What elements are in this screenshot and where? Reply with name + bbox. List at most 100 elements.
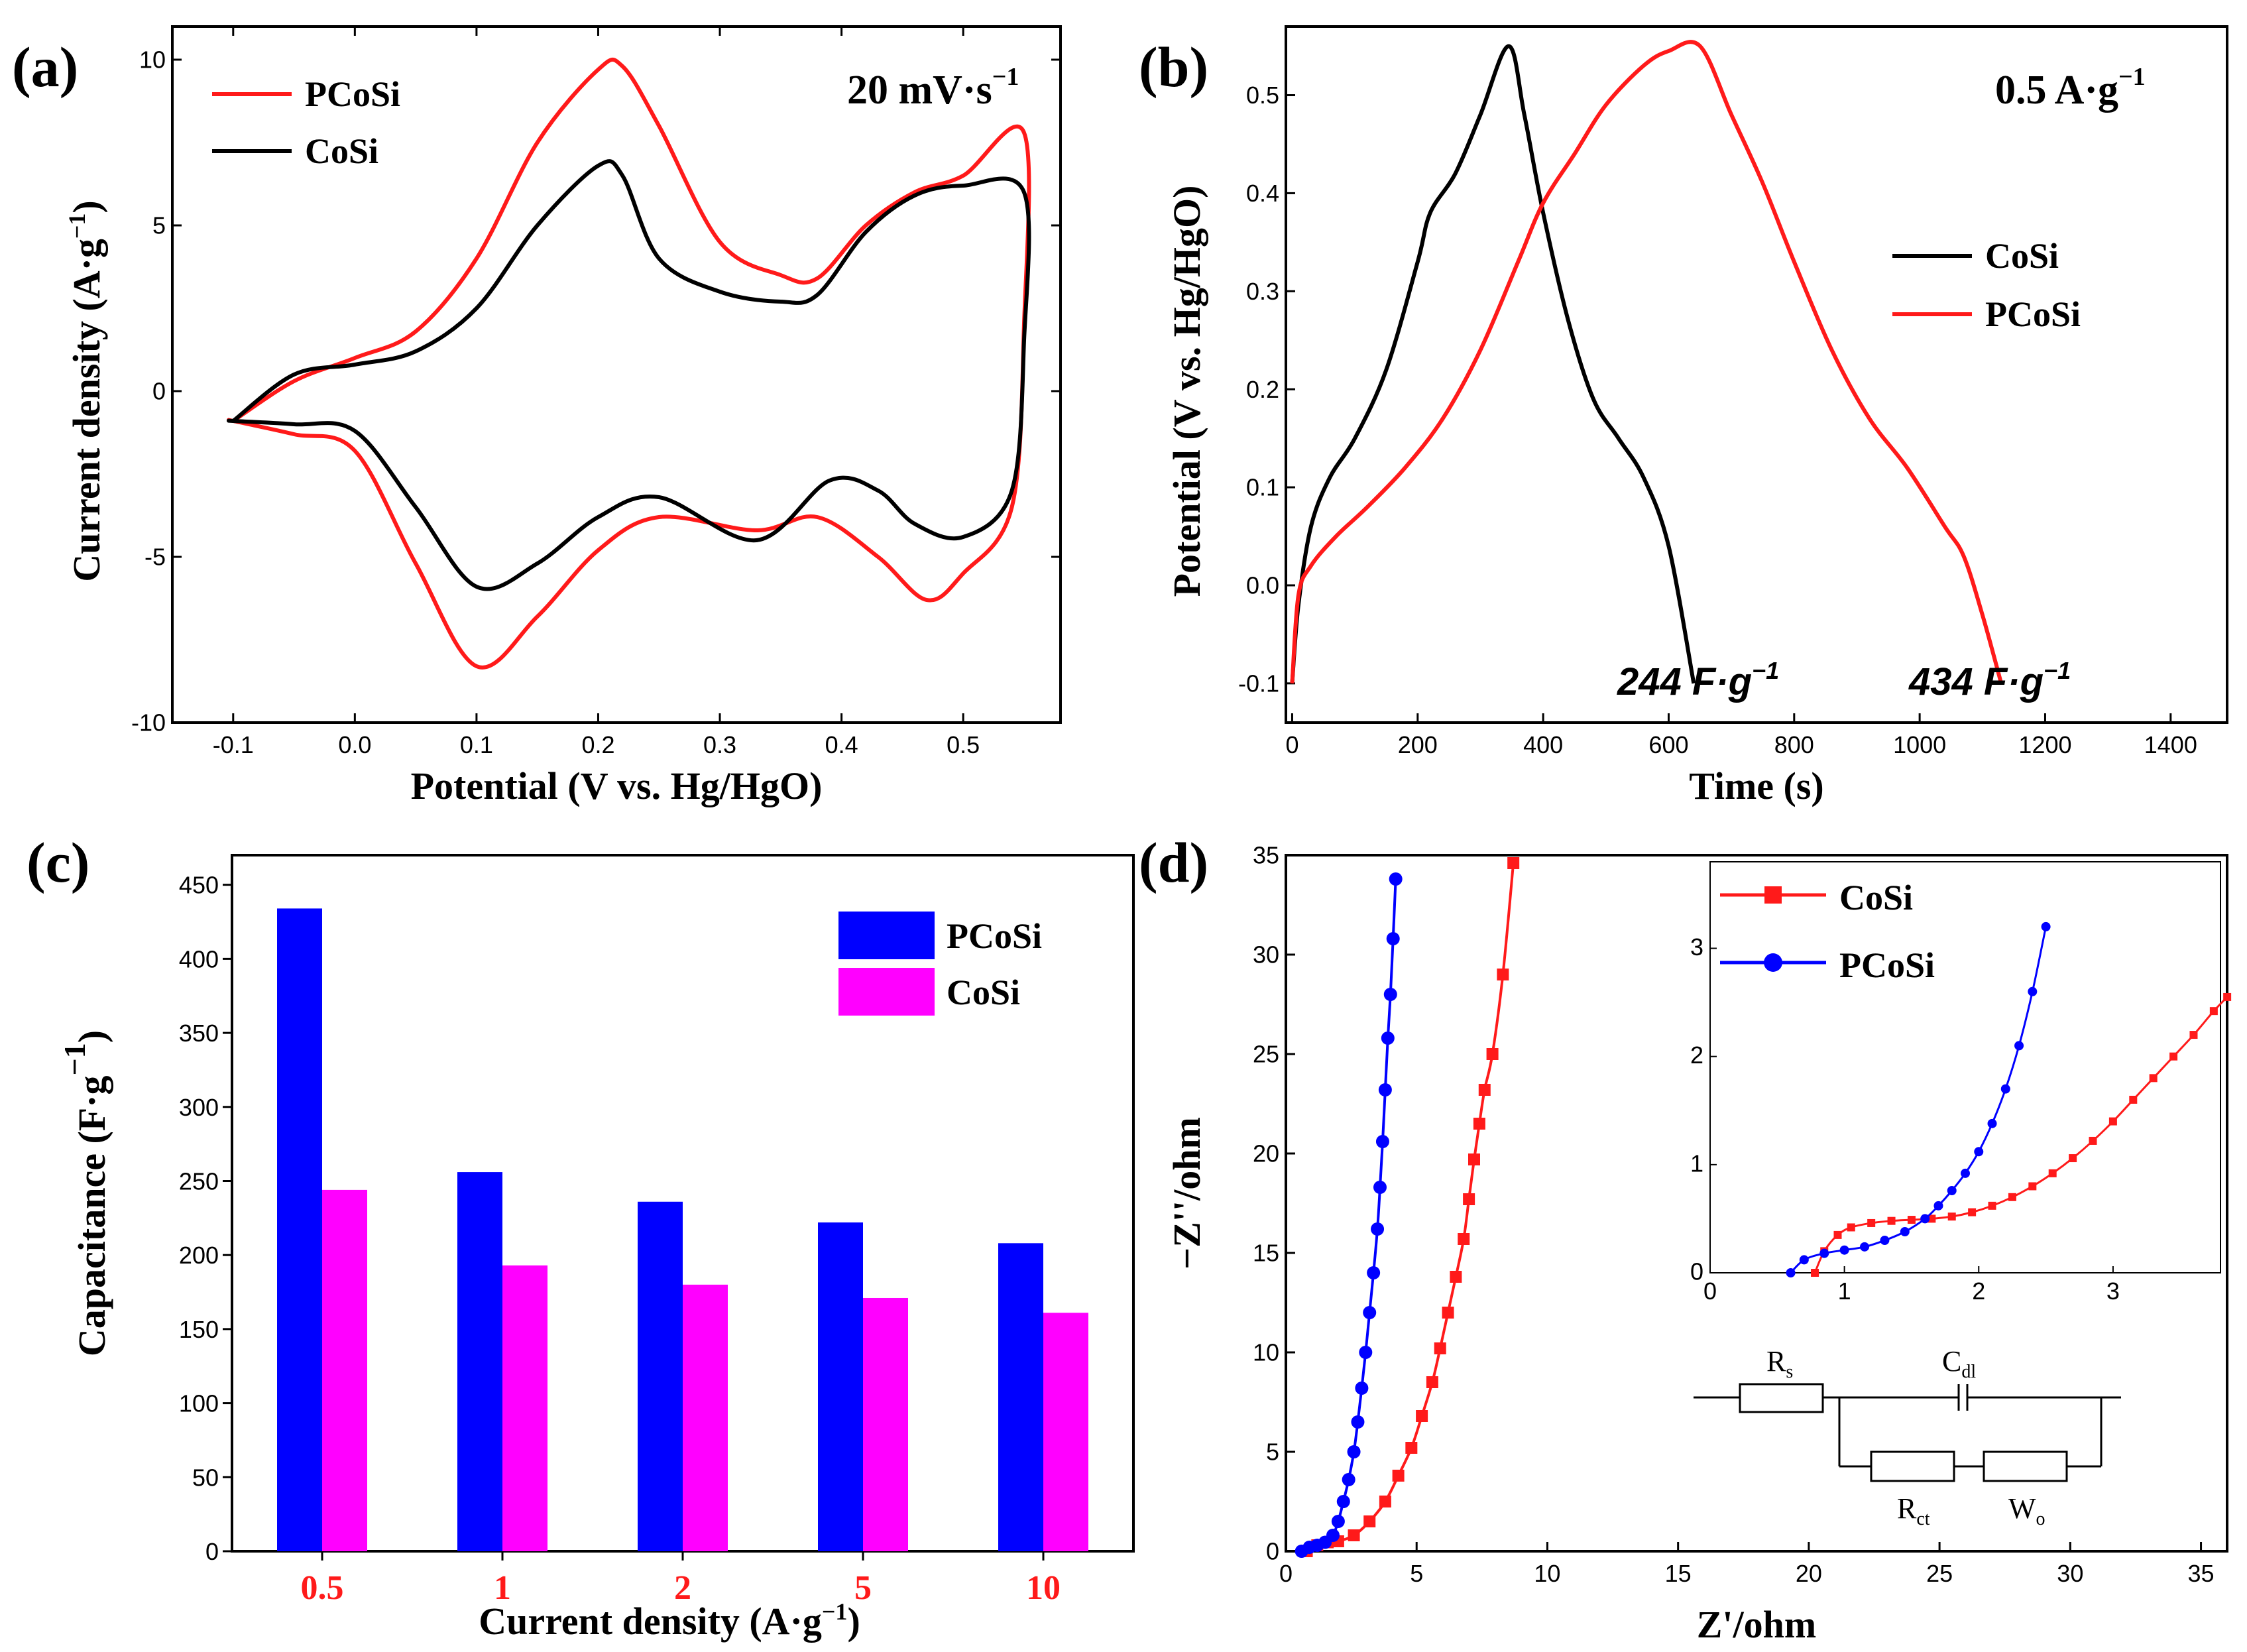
circuit-cdl-label: Cdl xyxy=(1942,1345,1976,1382)
circuit-rct-resistor xyxy=(1870,1450,1955,1482)
gcd-curve-cosi xyxy=(1290,44,1696,684)
inset-series xyxy=(1786,921,2232,1277)
inset-point-cosi xyxy=(2089,1136,2097,1145)
nyquist-point-pcosi xyxy=(1363,1306,1377,1319)
a-xtick-label: 0.2 xyxy=(581,731,614,758)
inset-point-cosi xyxy=(2008,1193,2016,1201)
c-xtick-label: 1 xyxy=(494,1569,511,1607)
nyquist-point-pcosi xyxy=(1373,1181,1387,1194)
legend-d-pcosi-label: PCoSi xyxy=(1839,945,1935,985)
a-xtick-label: -0.1 xyxy=(213,731,254,758)
inset-point-cosi xyxy=(2069,1154,2077,1163)
inset-xtick-label: 0 xyxy=(1703,1277,1717,1305)
inset-ytick-label: 3 xyxy=(1690,933,1703,961)
c-xtick-label: 10 xyxy=(1026,1569,1061,1607)
panel-a-series xyxy=(227,58,1031,670)
b-ytick-label: 0.2 xyxy=(1246,376,1279,403)
inset-point-cosi xyxy=(1928,1214,1936,1223)
nyquist-point-cosi xyxy=(1416,1410,1428,1422)
b-ytick-label: 0.1 xyxy=(1246,474,1279,501)
panel-a: (a) -0.1 0.0 0.1 0.2 0.3 0.4 0.5 -10 -5 0 5 10 Pote… xyxy=(12,25,1062,807)
bar-cosi-10 xyxy=(1043,1313,1088,1551)
panel-d-inset: 0 1 2 3 0 1 2 3 CoSi PCoSi xyxy=(1690,861,2232,1305)
c-ytick-label: 250 xyxy=(179,1167,219,1195)
inset-legend: CoSi PCoSi xyxy=(1720,878,1935,985)
panel-c-legend: PCoSi CoSi xyxy=(838,912,1042,1016)
inset-point-cosi xyxy=(2108,1117,2117,1126)
panel-a-xlabel: Potential (V vs. Hg/HgO) xyxy=(411,764,823,807)
legend-d-pcosi-marker xyxy=(1764,953,1782,972)
nyquist-point-pcosi xyxy=(1326,1529,1340,1542)
inset-point-pcosi xyxy=(1961,1168,1970,1178)
nyquist-point-pcosi xyxy=(1351,1415,1365,1429)
bar-cosi-0.5 xyxy=(322,1189,367,1551)
nyquist-point-pcosi xyxy=(1386,932,1400,945)
c-ytick-label: 300 xyxy=(179,1094,219,1121)
inset-point-pcosi xyxy=(2014,1041,2024,1051)
inset-point-cosi xyxy=(2189,1031,2198,1039)
nyquist-point-cosi xyxy=(1379,1496,1391,1507)
nyquist-point-pcosi xyxy=(1367,1266,1381,1279)
c-xtick-label: 2 xyxy=(674,1569,691,1607)
circuit-rs-sub: s xyxy=(1786,1362,1793,1382)
nyquist-point-pcosi xyxy=(1371,1222,1385,1236)
nyquist-point-pcosi xyxy=(1342,1473,1355,1486)
bar-pcosi-5 xyxy=(818,1222,863,1551)
panel-a-frame xyxy=(171,25,1062,724)
inset-xtick-label: 3 xyxy=(2106,1277,2120,1305)
legend-d-cosi-label: CoSi xyxy=(1839,878,1913,917)
bar-pcosi-0.5 xyxy=(277,908,322,1551)
d-xtick-label: 30 xyxy=(2057,1560,2083,1587)
nyquist-point-cosi xyxy=(1463,1193,1475,1205)
d-xtick-label: 10 xyxy=(1534,1560,1560,1587)
inset-point-cosi xyxy=(1968,1208,1977,1216)
legend-a-pcosi-label: PCoSi xyxy=(305,74,400,114)
panel-d-ylabel: −Z''/ohm xyxy=(1165,1117,1208,1269)
b-xtick-label: 800 xyxy=(1774,731,1814,758)
circuit-cdl-text: C xyxy=(1942,1345,1961,1378)
d-ytick-label: 35 xyxy=(1253,842,1279,869)
nyquist-point-pcosi xyxy=(1383,988,1397,1001)
d-ytick-label: 15 xyxy=(1253,1240,1279,1267)
a-ytick-label: 5 xyxy=(152,212,166,239)
circuit-wo-element xyxy=(1983,1450,2068,1482)
a-ytick-label: 0 xyxy=(152,378,166,405)
inset-xtick-label: 1 xyxy=(1838,1277,1851,1305)
nyquist-point-pcosi xyxy=(1389,872,1403,886)
inset-point-cosi xyxy=(2149,1074,2158,1083)
panel-c-ticks: 0 50 100 150 200 250 300 350 400 450 0.5 1 2 5 10 xyxy=(179,872,1061,1607)
a-ytick-label: 10 xyxy=(139,46,166,74)
nyquist-point-pcosi xyxy=(1355,1382,1369,1395)
nyquist-point-cosi xyxy=(1497,969,1509,980)
panel-b-frame xyxy=(1285,25,2228,724)
nyquist-point-pcosi xyxy=(1347,1445,1361,1458)
equivalent-circuit xyxy=(1694,1383,2121,1482)
cap-label-cosi: 244 F·g−1 xyxy=(1617,657,1779,703)
c-ytick-label: 400 xyxy=(179,945,219,973)
nyquist-point-cosi xyxy=(1434,1342,1446,1354)
b-xtick-label: 600 xyxy=(1648,731,1688,758)
d-ytick-label: 0 xyxy=(1266,1538,1279,1565)
panel-a-annotation: 20 mV·s−1 xyxy=(847,63,1019,113)
inset-point-pcosi xyxy=(1974,1147,1984,1157)
inset-point-pcosi xyxy=(1933,1201,1943,1210)
inset-point-cosi xyxy=(2169,1052,2178,1061)
gcd-curve-pcosi xyxy=(1290,40,2004,684)
c-ytick-label: 200 xyxy=(179,1242,219,1269)
inset-point-cosi xyxy=(1811,1269,1819,1277)
nyquist-point-cosi xyxy=(1507,857,1520,869)
inset-ytick-label: 0 xyxy=(1690,1258,1703,1285)
circuit-rct-sub: ct xyxy=(1916,1509,1930,1529)
inset-point-cosi xyxy=(1833,1230,1842,1239)
panel-a-annotation-text: 20 mV·s xyxy=(847,68,992,113)
legend-a-cosi-label: CoSi xyxy=(305,131,378,171)
cap-label-pcosi: 434 F·g−1 xyxy=(1908,657,2071,703)
c-ytick-label: 450 xyxy=(179,872,219,899)
nyquist-point-cosi xyxy=(1486,1048,1499,1060)
circuit-rs-text: R xyxy=(1766,1345,1786,1378)
nyquist-point-cosi xyxy=(1458,1233,1470,1245)
a-xtick-label: 0.3 xyxy=(703,731,736,758)
inset-point-pcosi xyxy=(2041,921,2051,931)
panel-c-label: (c) xyxy=(27,831,89,894)
panel-a-ylabel: Current density (A·g−1) xyxy=(64,200,108,582)
